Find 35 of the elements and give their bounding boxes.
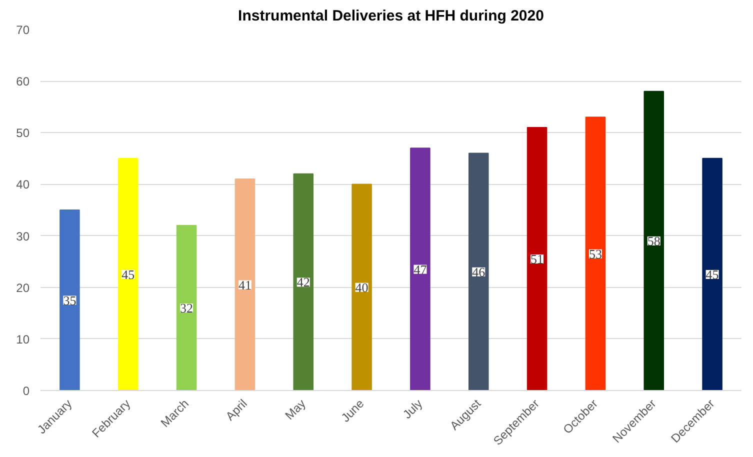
data-label: 42: [296, 274, 310, 290]
data-label: 46: [472, 264, 486, 280]
y-tick-label: 70: [16, 23, 30, 37]
bar: [60, 210, 80, 390]
y-tick-label: 20: [16, 280, 30, 295]
y-tick-label: 0: [22, 384, 30, 398]
chart-title: Instrumental Deliveries at HFH during 2020: [238, 8, 544, 24]
data-label: 32: [180, 300, 194, 316]
bar: [468, 152, 489, 390]
x-tick-label: May: [282, 396, 308, 422]
data-label: 58: [647, 233, 660, 248]
data-label: 47: [414, 262, 428, 277]
y-tick-label: 40: [16, 178, 30, 192]
data-label: 51: [530, 251, 544, 266]
bar: [526, 126, 548, 390]
data-label: 41: [238, 277, 252, 292]
data-label: 35: [63, 292, 76, 308]
y-tick-label: 50: [16, 126, 30, 140]
data-label: 40: [355, 280, 368, 295]
bar: [352, 184, 372, 390]
bar: [176, 224, 197, 390]
bar: [644, 90, 664, 390]
data-label: 53: [588, 246, 602, 262]
bar: [702, 158, 722, 390]
bar: [410, 148, 430, 390]
data-label: 45: [122, 266, 135, 282]
y-tick-label: 60: [16, 74, 30, 89]
x-tick-label: July: [400, 396, 426, 422]
bar: [118, 158, 138, 390]
data-label: 45: [706, 266, 719, 282]
bar: [585, 116, 606, 390]
y-tick-label: 10: [16, 332, 30, 346]
bar: [293, 173, 314, 390]
y-tick-label: 30: [16, 229, 30, 244]
bar: [234, 178, 256, 390]
